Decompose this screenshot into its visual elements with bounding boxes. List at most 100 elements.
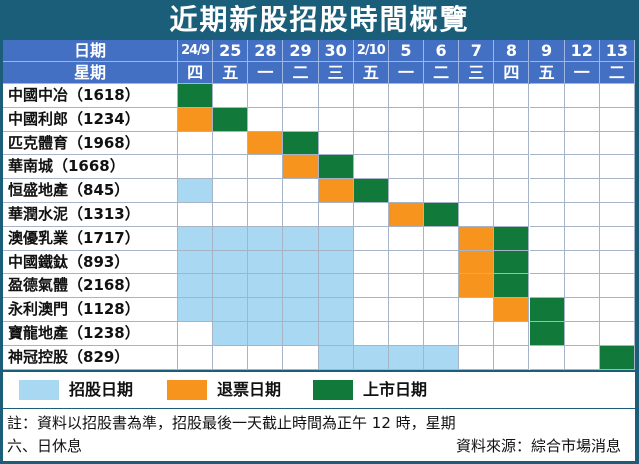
schedule-mark	[424, 203, 460, 227]
header-weekday: 二	[283, 62, 319, 84]
schedule-mark	[213, 250, 249, 275]
header-date: 28	[248, 40, 284, 62]
schedule-cell	[494, 155, 530, 180]
note-line-2: 六、日休息	[7, 437, 83, 455]
schedule-cell	[564, 179, 600, 203]
header-weekday: 二	[424, 62, 460, 84]
header-date: 8	[494, 40, 530, 62]
schedule-mark	[248, 131, 284, 156]
row-stock-name: 盈德氣體（2168）	[3, 274, 178, 299]
schedule-cell	[599, 203, 635, 227]
schedule-cell	[564, 250, 600, 275]
row-stock-name: 永利澳門（1128）	[3, 298, 178, 322]
schedule-mark	[388, 345, 425, 370]
schedule-cell	[353, 155, 389, 180]
schedule-mark	[318, 226, 354, 251]
schedule-cell	[599, 84, 635, 108]
schedule-mark	[248, 274, 284, 299]
header-date: 2/10	[353, 40, 389, 62]
schedule-cell	[213, 155, 249, 180]
schedule-cell	[388, 322, 425, 346]
legend-label-subscription: 招股日期	[69, 380, 134, 399]
schedule-cell	[564, 322, 600, 346]
schedule-mark	[388, 203, 425, 227]
table-header	[3, 40, 635, 84]
schedule-cell	[424, 84, 460, 108]
schedule-mark	[213, 107, 249, 132]
schedule-cell	[564, 107, 600, 132]
schedule-mark	[283, 322, 319, 346]
schedule-cell	[564, 203, 600, 227]
schedule-mark	[213, 274, 249, 299]
schedule-cell	[283, 179, 319, 203]
row-stock-name: 神冠控股（829）	[3, 345, 178, 370]
schedule-cell	[424, 155, 460, 180]
schedule-cell	[529, 226, 565, 251]
schedule-cell	[529, 274, 565, 299]
schedule-cell	[353, 298, 389, 322]
header-date-label: 日期	[3, 40, 178, 62]
schedule-cell	[353, 274, 389, 299]
schedule-mark	[459, 274, 495, 299]
schedule-cell	[178, 155, 214, 180]
header-date: 12	[564, 40, 600, 62]
schedule-mark	[459, 226, 495, 251]
header-weekday: 一	[248, 62, 284, 84]
schedule-cell	[564, 274, 600, 299]
schedule-cell	[424, 250, 460, 275]
legend-swatch-listing	[313, 380, 353, 400]
schedule-mark	[213, 322, 249, 346]
schedule-mark	[494, 250, 530, 275]
schedule-cell	[318, 131, 354, 156]
schedule-mark	[529, 298, 565, 322]
row-stock-name: 匹克體育（1968）	[3, 131, 178, 156]
schedule-cell	[529, 155, 565, 180]
header-weekday: 四	[494, 62, 530, 84]
schedule-cell	[564, 84, 600, 108]
schedule-mark	[178, 179, 214, 203]
schedule-mark	[213, 226, 249, 251]
schedule-mark	[178, 107, 214, 132]
schedule-cell	[353, 226, 389, 251]
header-date: 30	[318, 40, 354, 62]
schedule-cell	[213, 203, 249, 227]
header-weekday: 五	[353, 62, 389, 84]
schedule-mark	[248, 226, 284, 251]
schedule-cell	[178, 345, 214, 370]
schedule-cell	[424, 274, 460, 299]
schedule-cell	[459, 131, 495, 156]
legend-label-refund: 退票日期	[217, 380, 282, 399]
schedule-mark	[283, 226, 319, 251]
schedule-cell	[599, 322, 635, 346]
schedule-mark	[283, 298, 319, 322]
schedule-cell	[248, 107, 284, 132]
schedule-cell	[599, 226, 635, 251]
schedule-cell	[283, 203, 319, 227]
schedule-cell	[529, 131, 565, 156]
schedule-mark	[494, 298, 530, 322]
header-date: 25	[213, 40, 249, 62]
schedule-cell	[178, 322, 214, 346]
header-weekday-label: 星期	[3, 62, 178, 84]
schedule-cell	[459, 322, 495, 346]
schedule-mark	[318, 322, 354, 346]
row-stock-name: 中國鐵鈦（893）	[3, 250, 178, 275]
schedule-mark	[494, 274, 530, 299]
schedule-cell	[599, 131, 635, 156]
schedule-cell	[459, 179, 495, 203]
schedule-mark	[283, 155, 319, 180]
schedule-mark	[318, 298, 354, 322]
schedule-cell	[529, 179, 565, 203]
schedule-cell	[353, 203, 389, 227]
schedule-mark	[248, 322, 284, 346]
schedule-cell	[599, 107, 635, 132]
schedule-cell	[599, 250, 635, 275]
header-date: 13	[599, 40, 635, 62]
header-weekday: 一	[564, 62, 600, 84]
schedule-mark	[178, 274, 214, 299]
schedule-cell	[248, 203, 284, 227]
schedule-cell	[248, 345, 284, 370]
legend-swatch-refund	[167, 380, 207, 400]
schedule-cell	[599, 274, 635, 299]
header-date: 29	[283, 40, 319, 62]
